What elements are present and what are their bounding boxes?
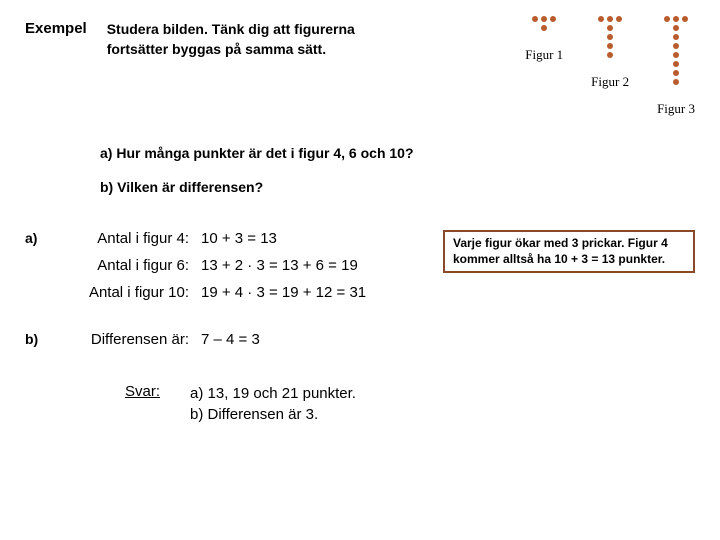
figure-3-svg bbox=[663, 15, 689, 95]
figure-1: Figur 1 bbox=[525, 15, 563, 117]
work-row-diff: b) Differensen är: 7 – 4 = 3 bbox=[25, 331, 435, 348]
calc-expr-2: 13 + 2 · 3 = 13 + 6 = 19 bbox=[201, 257, 358, 274]
answer-a: a) 13, 19 och 21 punkter. bbox=[190, 385, 356, 402]
figure-1-label: Figur 1 bbox=[525, 47, 563, 63]
figure-3: Figur 3 bbox=[657, 15, 695, 117]
figure-2: Figur 2 bbox=[591, 15, 629, 117]
calc-label-1: Antal i figur 4: bbox=[57, 230, 201, 247]
diff-expr: 7 – 4 = 3 bbox=[201, 331, 260, 348]
question-a: a) Hur många punkter är det i figur 4, 6… bbox=[100, 145, 695, 161]
intro-text: Studera bilden. Tänk dig att figurerna f… bbox=[107, 20, 377, 59]
figure-2-label: Figur 2 bbox=[591, 74, 629, 90]
part-b-label: b) bbox=[25, 331, 57, 347]
figures-container: Figur 1 Figur 2 Figur 3 bbox=[525, 15, 695, 117]
part-a-label: a) bbox=[25, 230, 57, 246]
work-row-2: Antal i figur 6: 13 + 2 · 3 = 13 + 6 = 1… bbox=[25, 257, 435, 274]
work-area: a) Antal i figur 4: 10 + 3 = 13 Antal i … bbox=[25, 230, 695, 425]
work-row-3: Antal i figur 10: 19 + 4 · 3 = 19 + 12 =… bbox=[25, 284, 435, 301]
answer-text: a) 13, 19 och 21 punkter. b) Differensen… bbox=[190, 383, 356, 425]
answer-label: Svar: bbox=[125, 383, 160, 425]
callout-box: Varje figur ökar med 3 prickar. Figur 4 … bbox=[443, 230, 695, 273]
answer-b: b) Differensen är 3. bbox=[190, 406, 318, 423]
header-row: Exempel Studera bilden. Tänk dig att fig… bbox=[25, 20, 695, 117]
answer-row: Svar: a) 13, 19 och 21 punkter. b) Diffe… bbox=[125, 383, 435, 425]
figure-3-label: Figur 3 bbox=[657, 101, 695, 117]
calc-expr-1: 10 + 3 = 13 bbox=[201, 230, 277, 247]
figure-1-svg bbox=[531, 15, 557, 41]
diff-label: Differensen är: bbox=[57, 331, 201, 348]
questions: a) Hur många punkter är det i figur 4, 6… bbox=[100, 145, 695, 195]
example-label: Exempel bbox=[25, 20, 87, 37]
question-b: b) Vilken är differensen? bbox=[100, 179, 695, 195]
work-row-1: a) Antal i figur 4: 10 + 3 = 13 bbox=[25, 230, 435, 247]
figure-2-svg bbox=[597, 15, 623, 68]
calc-label-3: Antal i figur 10: bbox=[57, 284, 201, 301]
calc-expr-3: 19 + 4 · 3 = 19 + 12 = 31 bbox=[201, 284, 366, 301]
calc-label-2: Antal i figur 6: bbox=[57, 257, 201, 274]
work-left: a) Antal i figur 4: 10 + 3 = 13 Antal i … bbox=[25, 230, 435, 425]
